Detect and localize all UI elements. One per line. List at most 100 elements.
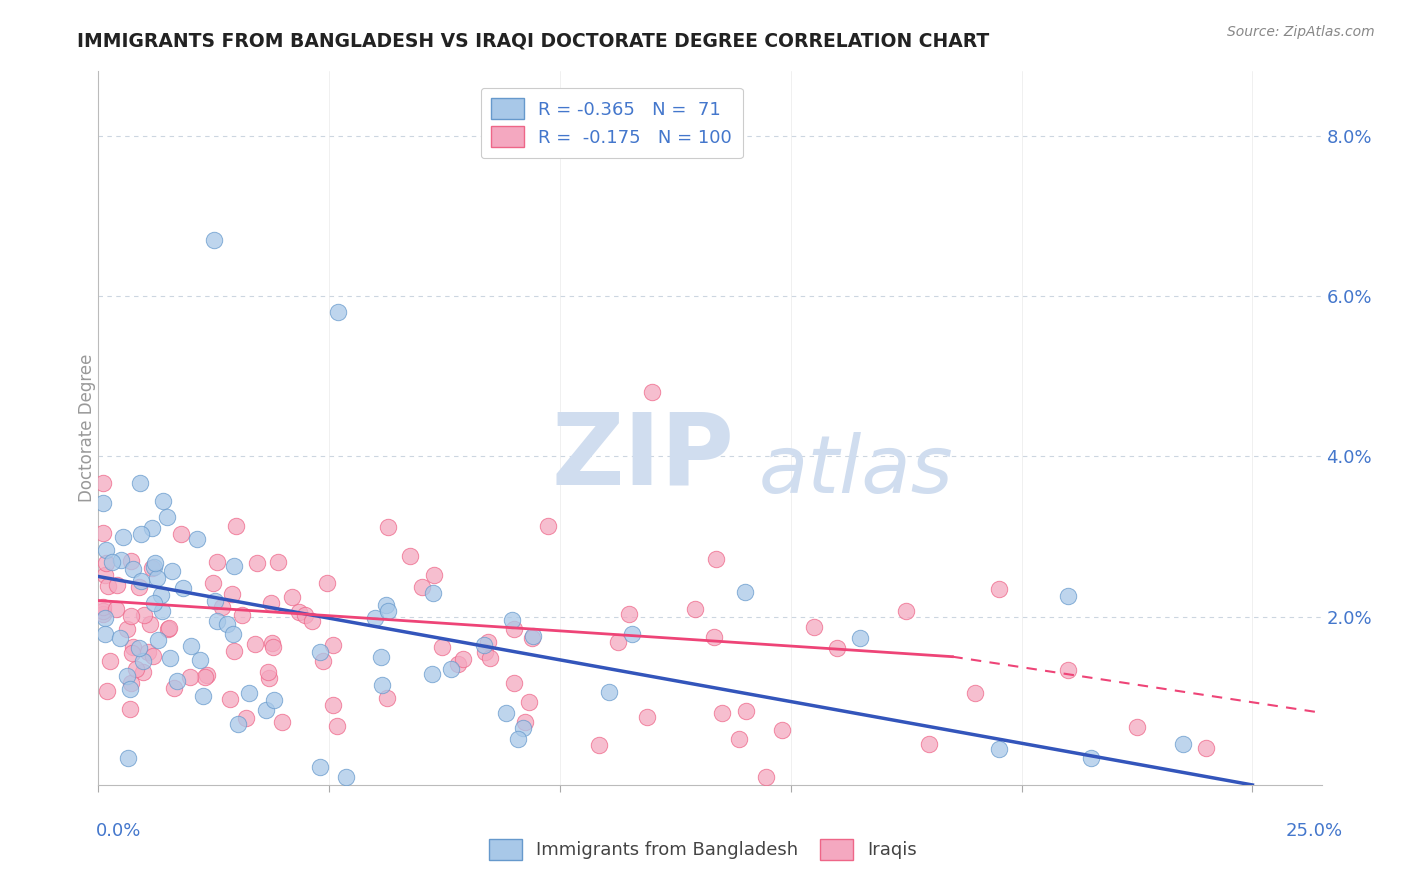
Point: [288, 605, 311, 619]
Point: [588, 738, 610, 752]
Point: [263, 693, 285, 707]
Point: [195, 668, 218, 682]
Point: [257, 665, 280, 679]
Point: [91, 526, 114, 541]
Point: [322, 698, 344, 713]
Point: [479, 651, 502, 665]
Point: [179, 670, 201, 684]
Point: [166, 674, 188, 689]
Point: [315, 576, 337, 591]
Point: [537, 519, 560, 533]
Point: [211, 599, 233, 614]
Point: [120, 609, 142, 624]
Point: [122, 561, 145, 575]
Point: [374, 598, 396, 612]
Point: [326, 719, 349, 733]
Point: [148, 633, 170, 648]
Point: [93, 627, 115, 641]
Point: [472, 638, 495, 652]
Point: [1056, 589, 1078, 603]
Point: [143, 556, 166, 570]
Point: [312, 654, 335, 668]
Point: [896, 604, 918, 618]
Point: [186, 532, 208, 546]
Point: [377, 520, 399, 534]
Point: [294, 607, 316, 622]
Point: [138, 617, 160, 632]
Point: [335, 770, 357, 784]
Point: [825, 640, 848, 655]
Legend: Immigrants from Bangladesh, Iraqis: Immigrants from Bangladesh, Iraqis: [482, 831, 924, 867]
Point: [375, 691, 398, 706]
Point: [598, 685, 620, 699]
Point: [96, 556, 118, 570]
Point: [364, 611, 387, 625]
Point: [309, 759, 332, 773]
Point: [96, 579, 118, 593]
Point: [734, 585, 756, 599]
Point: [1080, 750, 1102, 764]
Point: [398, 549, 420, 564]
Point: [301, 614, 323, 628]
Text: atlas: atlas: [759, 432, 953, 510]
Point: [131, 654, 153, 668]
Text: Source: ZipAtlas.com: Source: ZipAtlas.com: [1227, 25, 1375, 39]
Point: [231, 607, 253, 622]
Point: [160, 564, 183, 578]
Point: [149, 588, 172, 602]
Point: [115, 622, 138, 636]
Point: [117, 669, 139, 683]
Point: [422, 585, 444, 599]
Point: [222, 558, 245, 573]
Point: [104, 602, 127, 616]
Point: [120, 676, 142, 690]
Point: [128, 641, 150, 656]
Point: [118, 682, 141, 697]
Point: [145, 572, 167, 586]
Point: [91, 496, 114, 510]
Point: [619, 607, 641, 622]
Point: [495, 706, 517, 720]
Point: [849, 631, 872, 645]
Point: [143, 596, 166, 610]
Point: [225, 518, 247, 533]
Point: [243, 636, 266, 650]
Point: [215, 616, 238, 631]
Point: [121, 640, 143, 654]
Point: [94, 611, 117, 625]
Point: [262, 640, 284, 654]
Point: [683, 602, 706, 616]
Point: [987, 742, 1010, 756]
Point: [411, 580, 433, 594]
Point: [501, 613, 523, 627]
Point: [221, 587, 243, 601]
Point: [918, 737, 941, 751]
Point: [218, 692, 240, 706]
Legend: R = -0.365   N =  71, R =  -0.175   N = 100: R = -0.365 N = 71, R = -0.175 N = 100: [481, 87, 742, 158]
Point: [517, 695, 540, 709]
Point: [204, 593, 226, 607]
Point: [965, 686, 987, 700]
Point: [420, 667, 443, 681]
Point: [141, 521, 163, 535]
Point: [129, 574, 152, 589]
Point: [1195, 741, 1218, 756]
Point: [322, 639, 344, 653]
Point: [727, 731, 749, 746]
Point: [260, 596, 283, 610]
Point: [91, 600, 114, 615]
Point: [1126, 720, 1149, 734]
Point: [226, 717, 249, 731]
Point: [1173, 737, 1195, 751]
Point: [100, 654, 122, 668]
Point: [377, 604, 399, 618]
Point: [180, 639, 202, 653]
Point: [704, 551, 727, 566]
Point: [735, 704, 758, 718]
Point: [96, 684, 118, 698]
Point: [987, 582, 1010, 596]
Point: [266, 555, 288, 569]
Point: [202, 233, 225, 247]
Point: [125, 662, 148, 676]
Point: [157, 623, 180, 637]
